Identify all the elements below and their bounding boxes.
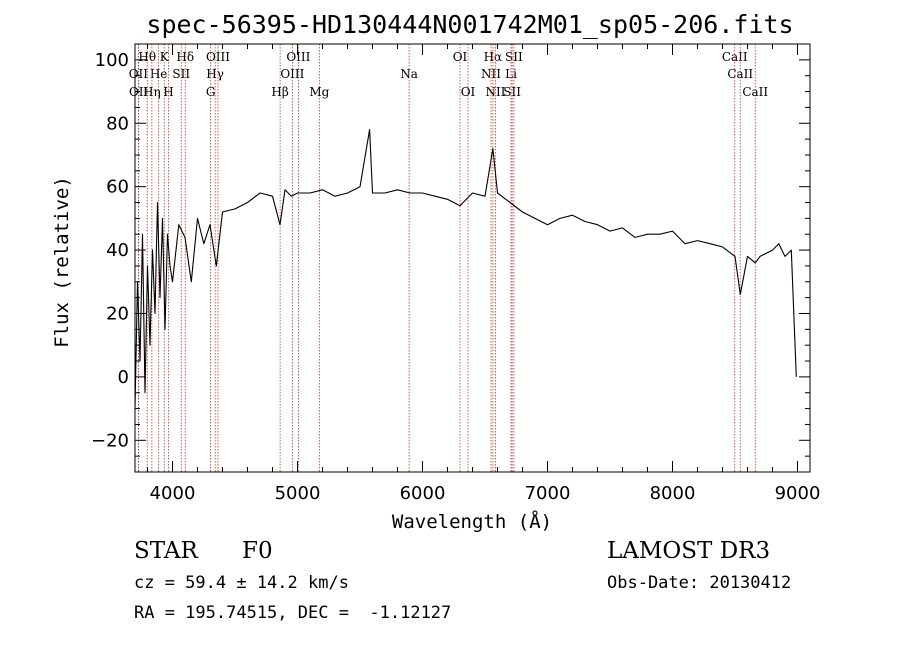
line-label-27: CaII (742, 85, 768, 99)
survey-name: LAMOST DR3 (607, 538, 771, 564)
line-label-24: OI (461, 85, 476, 99)
line-label-22: Hβ (271, 85, 288, 99)
line-label-26: SII (503, 85, 521, 99)
line-label-11: SII (172, 67, 190, 81)
x-tick-label-2: 6000 (400, 483, 446, 504)
line-label-12: Hγ (206, 67, 224, 81)
y-tick-label-5: 80 (106, 113, 129, 134)
object-subclass: F0 (242, 538, 273, 564)
object-type: STAR (134, 538, 198, 564)
line-label-8: CaII (722, 50, 748, 64)
line-label-13: OIII (280, 67, 304, 81)
line-label-14: Na (400, 67, 418, 81)
line-label-1: K (160, 50, 170, 64)
y-axis-label: Flux (relative) (51, 176, 73, 348)
y-tick-label-2: 20 (106, 303, 129, 324)
y-tick-label-0: −20 (91, 430, 129, 451)
line-label-5: OI (453, 50, 468, 64)
axes: 4000 5000 6000 7000 8000 9000 −20 0 20 40 60 80 100 (91, 43, 821, 504)
line-label-17: CaII (727, 67, 753, 81)
x-tick-label-0: 4000 (150, 483, 196, 504)
y-tick-label-4: 60 (106, 177, 129, 198)
line-label-25: NII (486, 85, 506, 99)
redshift-readout: cz = 59.4 ± 14.2 km/s (134, 573, 349, 593)
line-label-6: Hα (484, 50, 503, 64)
line-label-10: He (150, 67, 168, 81)
line-label-3: OIII (206, 50, 230, 64)
spectrum-series (134, 129, 797, 409)
line-label-2: Hδ (176, 50, 194, 64)
line-label-20: H (163, 85, 173, 99)
line-label-0: Hθ (138, 50, 156, 64)
y-tick-label-1: 0 (118, 367, 129, 388)
x-tick-label-1: 5000 (275, 483, 321, 504)
x-axis-label: Wavelength (Å) (392, 510, 552, 533)
line-label-19: Hη (143, 85, 161, 99)
y-tick-label-3: 40 (106, 240, 129, 261)
y-tick-label-6: 100 (95, 50, 129, 71)
series-line-0 (134, 129, 797, 409)
x-tick-label-5: 9000 (775, 483, 821, 504)
coordinates: RA = 195.74515, DEC = -1.12127 (134, 603, 452, 623)
line-label-7: SII (505, 50, 523, 64)
plot-frame (134, 43, 811, 473)
chart-title: spec-56395-HD130444N001742M01_sp05-206.f… (146, 10, 793, 39)
x-tick-label-4: 8000 (650, 483, 696, 504)
line-label-15: NII (481, 67, 501, 81)
line-label-4: OIII (286, 50, 310, 64)
line-label-16: Li (505, 67, 517, 81)
obs-date: Obs-Date: 20130412 (607, 573, 792, 593)
x-tick-label-3: 7000 (525, 483, 571, 504)
line-label-21: G (206, 85, 216, 99)
line-label-23: Mg (309, 85, 329, 99)
